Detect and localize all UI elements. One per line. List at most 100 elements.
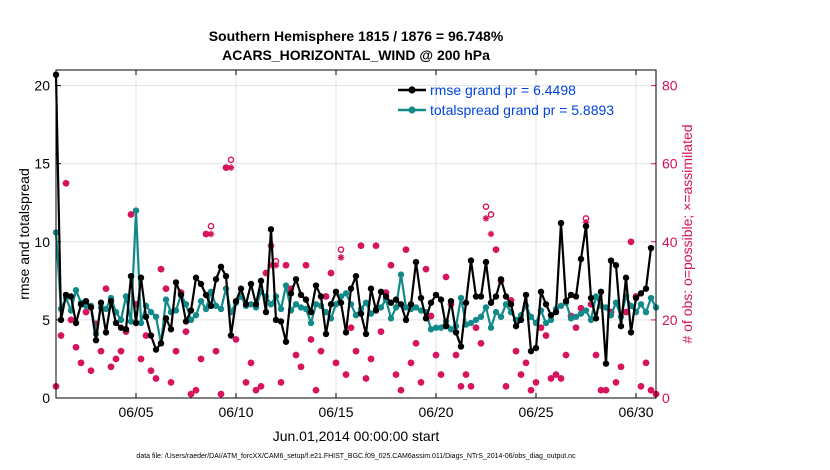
rmse-point: [637, 290, 645, 297]
obs-assimilated-point: [77, 359, 85, 367]
totalspread-point: [187, 316, 195, 324]
obs-assimilated-point: [602, 386, 610, 394]
obs-assimilated-point: [407, 359, 415, 367]
obs-assimilated-stroke: [163, 285, 169, 292]
obs-assimilated-point: [87, 367, 95, 374]
obs-assimilated-point: [282, 261, 290, 269]
obs-assimilated-stroke: [253, 387, 259, 393]
y-right-tick-label: 40: [662, 234, 678, 250]
totalspread-point: [182, 301, 190, 308]
rmse-point: [132, 319, 140, 327]
obs-assimilated-stroke: [243, 379, 249, 386]
obs-assimilated-point: [252, 386, 260, 394]
obs-assimilated-point: [612, 379, 620, 386]
totalspread-point: [332, 301, 340, 308]
totalspread-point: [587, 316, 595, 324]
totalspread-point: [482, 304, 490, 311]
totalspread-point: [292, 301, 300, 308]
obs-assimilated-stroke: [403, 246, 409, 253]
totalspread-point: [472, 316, 480, 324]
obs-assimilated-stroke: [223, 164, 229, 171]
rmse-point: [322, 330, 330, 338]
rmse-point: [497, 276, 505, 283]
obs-assimilated-point: [642, 359, 650, 367]
totalspread-point: [402, 304, 410, 311]
rmse-point: [312, 282, 320, 289]
obs-assimilated-point: [427, 312, 435, 320]
obs-assimilated-point: [147, 367, 155, 374]
obs-assimilated-stroke: [138, 356, 144, 362]
totalspread-point: [547, 316, 555, 324]
obs-assimilated-point: [227, 164, 235, 171]
rmse-point: [142, 313, 150, 320]
rmse-point: [252, 301, 260, 308]
obs-assimilated-point: [467, 382, 475, 390]
obs-assimilated-stroke: [298, 363, 304, 370]
obs-assimilated-stroke: [143, 332, 149, 339]
obs-assimilated-stroke: [318, 348, 324, 354]
obs-assimilated-stroke: [463, 371, 469, 378]
obs-assimilated-point: [617, 363, 625, 371]
rmse-point: [487, 299, 495, 306]
obs-assimilated-stroke: [643, 360, 649, 366]
rmse-point: [237, 285, 245, 292]
obs-assimilated-stroke: [518, 371, 524, 378]
y-left-tick-label: 0: [42, 390, 50, 406]
obs-assimilated-stroke: [483, 215, 489, 222]
obs-assimilated-point: [292, 351, 300, 359]
rmse-point: [527, 347, 535, 355]
totalspread-point: [437, 324, 445, 331]
rmse-point: [182, 318, 190, 325]
totalspread-point: [247, 301, 255, 308]
obs-assimilated-stroke: [98, 348, 104, 354]
rmse-point: [617, 322, 625, 330]
obs-assimilated-point: [307, 336, 315, 343]
obs-assimilated-point: [212, 347, 220, 355]
rmse-point: [222, 272, 230, 280]
totalspread-point: [577, 310, 585, 317]
rmse-point: [542, 301, 550, 308]
obs-assimilated-point: [257, 382, 265, 390]
obs-assimilated-stroke: [63, 180, 69, 187]
obs-assimilated-point: [152, 375, 160, 382]
obs-assimilated-stroke: [248, 360, 254, 366]
obs-assimilated-point: [217, 390, 225, 398]
rmse-point: [392, 296, 400, 303]
rmse-point: [307, 308, 315, 316]
chart-title-line1: Southern Hemisphere 1815 / 1876 = 96.748…: [209, 28, 504, 44]
obs-assimilated-stroke: [273, 262, 279, 269]
obs-assimilated-stroke: [623, 309, 629, 315]
obs-assimilated-stroke: [488, 231, 494, 237]
rmse-point: [607, 257, 615, 264]
obs-assimilated-stroke: [88, 367, 94, 374]
obs-assimilated-stroke: [538, 324, 544, 331]
obs-assimilated-point: [392, 371, 400, 378]
rmse-point: [172, 279, 180, 286]
obs-assimilated-stroke: [453, 352, 459, 358]
obs-assimilated-stroke: [203, 231, 209, 237]
rmse-point: [267, 226, 275, 233]
obs-assimilated-stroke: [553, 371, 559, 378]
obs-assimilated-point: [637, 382, 645, 390]
rmse-point: [357, 310, 365, 317]
obs-possible-point: [337, 246, 345, 253]
totalspread-point: [612, 299, 620, 306]
totalspread-point: [72, 287, 80, 294]
rmse-point: [362, 330, 370, 338]
totalspread-point: [397, 271, 405, 278]
obs-assimilated-point: [432, 351, 440, 359]
totalspread-point: [477, 313, 485, 320]
obs-assimilated-stroke: [348, 324, 354, 331]
obs-assimilated-point: [137, 355, 145, 363]
totalspread-point: [642, 308, 650, 316]
obs-assimilated-point: [492, 246, 500, 253]
obs-assimilated-stroke: [328, 270, 334, 276]
obs-assimilated-stroke: [413, 340, 419, 347]
rmse-point: [67, 293, 75, 300]
totalspread-point: [212, 302, 220, 310]
rmse-point: [572, 293, 580, 300]
rmse-point: [97, 299, 105, 306]
rmse-point: [382, 293, 390, 300]
totalspread-point: [542, 319, 550, 327]
